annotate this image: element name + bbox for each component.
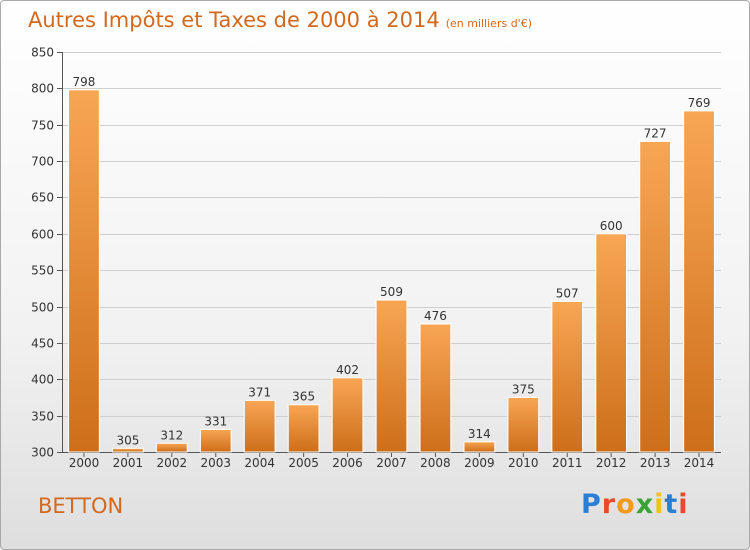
data-label-2010: 375 — [512, 382, 535, 396]
data-label-2002: 312 — [160, 428, 183, 442]
bar-2014 — [683, 110, 715, 453]
x-tick-label-2004: 2004 — [244, 456, 275, 470]
y-tick-label: 300 — [31, 446, 54, 460]
data-label-2009: 314 — [468, 427, 491, 441]
x-tick-label-2014: 2014 — [684, 456, 715, 470]
data-label-2011: 507 — [556, 286, 579, 300]
bar-2008 — [419, 323, 452, 453]
y-tick-label: 700 — [31, 155, 54, 169]
x-tick-label-2001: 2001 — [113, 456, 144, 470]
data-label-2012: 600 — [600, 219, 623, 233]
bar-2006 — [331, 377, 364, 453]
x-tick-label-2013: 2013 — [640, 456, 671, 470]
proxiti-logo: Proxiti — [581, 489, 689, 520]
city-name: BETTON — [38, 494, 124, 518]
x-tick-label-2002: 2002 — [157, 456, 188, 470]
x-tick-label-2011: 2011 — [552, 456, 583, 470]
bar-2012 — [595, 233, 628, 453]
data-label-2008: 476 — [424, 309, 447, 323]
bar-2010 — [507, 396, 540, 453]
bar-2002 — [155, 442, 188, 453]
chart-title: Autres Impôts et Taxes de 2000 à 2014 (en… — [28, 8, 532, 32]
data-label-2000: 798 — [73, 75, 96, 89]
x-tick-label-2005: 2005 — [288, 456, 319, 470]
data-label-2003: 331 — [204, 414, 227, 428]
bar-2001 — [112, 447, 144, 453]
y-tick-label: 400 — [31, 373, 54, 387]
bar-2013 — [639, 140, 671, 453]
x-tick-label-2010: 2010 — [508, 456, 539, 470]
bar-2009 — [463, 441, 496, 453]
y-tick-label: 650 — [31, 191, 54, 205]
y-tick-label: 350 — [31, 410, 54, 424]
y-tick-label: 600 — [31, 228, 54, 242]
x-tick-label-2008: 2008 — [420, 456, 451, 470]
bar-2011 — [551, 300, 584, 453]
y-tick-label: 500 — [31, 301, 54, 315]
chart-title-text: Autres Impôts et Taxes de 2000 à 2014 — [28, 8, 440, 32]
bar-2004 — [243, 399, 276, 453]
y-tick-label: 550 — [31, 264, 54, 278]
x-tick-label-2000: 2000 — [69, 456, 100, 470]
data-label-2007: 509 — [380, 285, 403, 299]
data-label-2005: 365 — [292, 390, 315, 404]
data-label-2006: 402 — [336, 363, 359, 377]
bar-2000 — [68, 89, 100, 453]
data-label-2004: 371 — [248, 385, 271, 399]
x-tick-label-2012: 2012 — [596, 456, 627, 470]
bar-2007 — [375, 299, 408, 453]
y-tick-label: 800 — [31, 82, 54, 96]
data-label-2013: 727 — [644, 126, 667, 140]
x-tick-label-2003: 2003 — [200, 456, 231, 470]
chart-subtitle: (en milliers d'€) — [445, 17, 532, 30]
bar-2005 — [287, 404, 320, 453]
x-tick-label-2007: 2007 — [376, 456, 407, 470]
x-tick-label-2006: 2006 — [332, 456, 363, 470]
data-label-2001: 305 — [116, 433, 139, 447]
x-tick-label-2009: 2009 — [464, 456, 495, 470]
y-tick-label: 450 — [31, 337, 54, 351]
bar-2003 — [199, 428, 232, 453]
y-tick-label: 750 — [31, 119, 54, 133]
y-tick-label: 850 — [31, 46, 54, 60]
bars — [68, 89, 715, 453]
data-label-2014: 769 — [688, 96, 711, 110]
data-labels: 798 305 312 331 371 365 402 509 476 314 375 507 600 7… — [73, 75, 711, 448]
